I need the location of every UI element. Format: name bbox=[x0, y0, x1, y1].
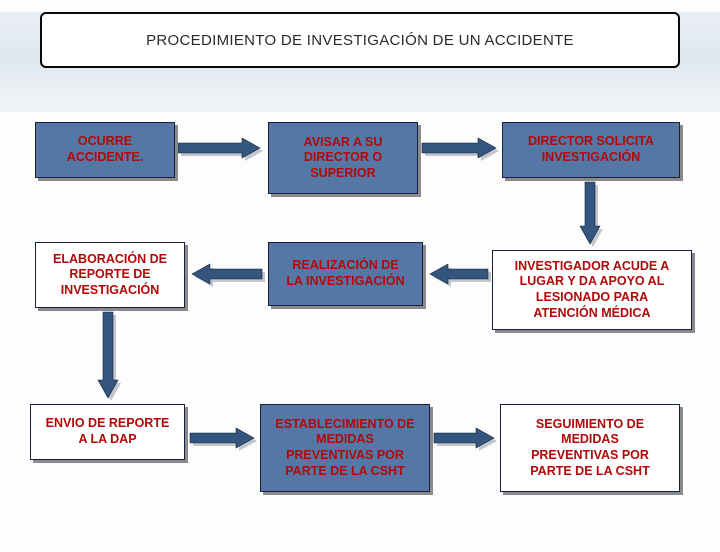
flow-node-n2: AVISAR A SUDIRECTOR OSUPERIOR bbox=[268, 122, 418, 194]
flow-node-n5: REALIZACIÓN DELA INVESTIGACIÓN bbox=[268, 242, 423, 306]
flowchart-canvas: OCURREACCIDENTE. AVISAR A SUDIRECTOR OSUP… bbox=[0, 12, 720, 552]
flow-node-n7: ENVIO DE REPORTEA LA DAP bbox=[30, 404, 185, 460]
flow-node-label: ELABORACIÓN DEREPORTE DEINVESTIGACIÓN bbox=[53, 252, 167, 299]
flow-node-n8: ESTABLECIMIENTO DEMEDIDASPREVENTIVAS POR… bbox=[260, 404, 430, 492]
flow-node-label: ENVIO DE REPORTEA LA DAP bbox=[46, 416, 170, 447]
flow-node-label: OCURREACCIDENTE. bbox=[67, 134, 143, 165]
flow-node-n9: SEGUIMIENTO DEMEDIDASPREVENTIVAS PORPART… bbox=[500, 404, 680, 492]
flow-node-label: ESTABLECIMIENTO DEMEDIDASPREVENTIVAS POR… bbox=[275, 417, 414, 480]
flow-node-n1: OCURREACCIDENTE. bbox=[35, 122, 175, 178]
page-title-text: PROCEDIMIENTO DE INVESTIGACIÓN DE UN ACC… bbox=[146, 32, 574, 49]
flow-node-label: REALIZACIÓN DELA INVESTIGACIÓN bbox=[286, 258, 404, 289]
flow-node-n6: INVESTIGADOR ACUDE ALUGAR Y DA APOYO ALL… bbox=[492, 250, 692, 330]
page-title: PROCEDIMIENTO DE INVESTIGACIÓN DE UN ACC… bbox=[40, 12, 680, 68]
flow-node-label: DIRECTOR SOLICITAINVESTIGACIÓN bbox=[528, 134, 654, 165]
flow-node-label: AVISAR A SUDIRECTOR OSUPERIOR bbox=[304, 135, 383, 182]
flow-node-label: INVESTIGADOR ACUDE ALUGAR Y DA APOYO ALL… bbox=[515, 259, 670, 322]
flow-node-n3: DIRECTOR SOLICITAINVESTIGACIÓN bbox=[502, 122, 680, 178]
flow-node-n4: ELABORACIÓN DEREPORTE DEINVESTIGACIÓN bbox=[35, 242, 185, 308]
flow-node-label: SEGUIMIENTO DEMEDIDASPREVENTIVAS PORPART… bbox=[530, 417, 649, 480]
